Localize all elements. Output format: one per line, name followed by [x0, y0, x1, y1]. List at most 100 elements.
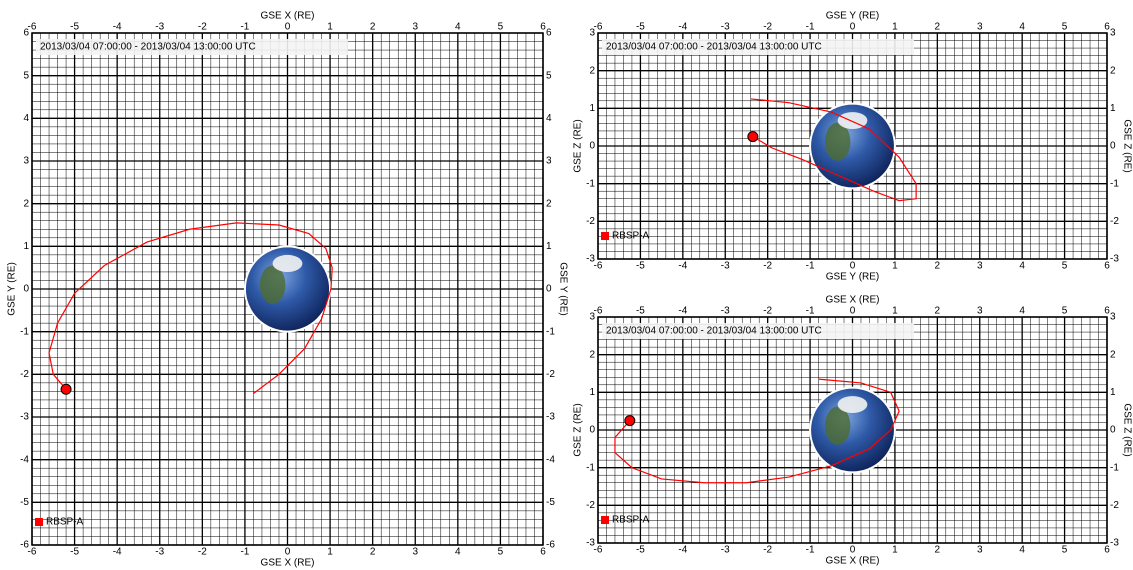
spacecraft-marker — [747, 131, 759, 143]
x-tick-label: 6 — [540, 22, 546, 33]
x-tick-label: 0 — [285, 22, 291, 33]
x-tick-label: -3 — [721, 261, 730, 272]
y-tick-label: 1 — [1110, 103, 1116, 114]
x-tick-label: 2 — [935, 22, 941, 33]
x-tick-label: 4 — [455, 22, 461, 33]
y-tick-label: 6 — [546, 28, 552, 39]
y-tick-label: 1 — [23, 241, 29, 252]
y-tick-label: -2 — [1110, 500, 1119, 511]
y-tick-label: -6 — [546, 540, 555, 551]
x-tick-label: -5 — [636, 22, 645, 33]
x-tick-label: 5 — [1062, 306, 1068, 317]
x-tick-label: 1 — [892, 261, 898, 272]
y-tick-label: 5 — [23, 70, 29, 81]
x-tick-label: 6 — [1104, 545, 1110, 556]
y-tick-label: 0 — [1110, 141, 1116, 152]
legend-swatch — [35, 518, 43, 526]
y-tick-label: -3 — [20, 412, 29, 423]
y-tick-label: -2 — [20, 369, 29, 380]
x-tick-label: -6 — [28, 547, 37, 558]
earth — [809, 386, 896, 474]
x-tick-label: -4 — [678, 261, 687, 272]
y-tick-label: 1 — [1110, 387, 1116, 398]
earth-ice — [837, 396, 868, 414]
y-tick-label: 1 — [589, 387, 595, 398]
y-tick-label: 3 — [1110, 312, 1116, 323]
plot-frame — [597, 32, 1108, 260]
x-tick-label: 5 — [1062, 261, 1068, 272]
y-tick-label: 0 — [1110, 425, 1116, 436]
x-tick-label: 5 — [1062, 22, 1068, 33]
x-tick-label: -3 — [721, 306, 730, 317]
earth — [243, 245, 332, 333]
x-tick-label: 6 — [1104, 261, 1110, 272]
plot-frame — [597, 316, 1108, 544]
x-tick-label: -2 — [763, 306, 772, 317]
x-axis-label: GSE X (RE) — [261, 558, 315, 569]
x-tick-label: 0 — [850, 22, 856, 33]
x-tick-label: 3 — [977, 545, 983, 556]
y-tick-label: -3 — [546, 412, 555, 423]
orbit-line — [750, 98, 917, 202]
y-tick-label: 0 — [546, 284, 552, 295]
legend-label: RBSP-A — [612, 515, 650, 526]
x-tick-label: 5 — [498, 547, 504, 558]
panel-title: 2013/03/04 07:00:00 - 2013/03/04 13:00:0… — [40, 42, 256, 53]
y-axis-label: GSE Y (RE) — [557, 262, 568, 316]
x-axis-label: GSE X (RE) — [826, 295, 880, 306]
legend-swatch — [601, 516, 609, 524]
x-tick-label: 1 — [327, 547, 333, 558]
y-tick-label: -2 — [1110, 216, 1119, 227]
x-tick-label: -2 — [763, 22, 772, 33]
x-tick-label: 0 — [285, 547, 291, 558]
y-tick-label: -1 — [1110, 462, 1119, 473]
x-tick-label: 0 — [850, 261, 856, 272]
y-tick-label: 2 — [1110, 65, 1116, 76]
y-tick-label: 2 — [589, 65, 595, 76]
x-tick-label: 2 — [370, 22, 376, 33]
x-axis-label: GSE X (RE) — [826, 556, 880, 567]
y-tick-label: 2 — [1110, 349, 1116, 360]
earth-ice — [272, 254, 303, 272]
x-tick-label: -2 — [198, 22, 207, 33]
x-tick-label: 1 — [327, 22, 333, 33]
x-tick-label: -4 — [678, 545, 687, 556]
x-tick-label: 2 — [935, 306, 941, 317]
y-axis-label: GSE Y (RE) — [7, 262, 18, 316]
y-tick-label: 3 — [589, 312, 595, 323]
earth-land — [824, 406, 851, 445]
y-tick-label: 6 — [23, 28, 29, 39]
y-tick-label: 0 — [23, 284, 29, 295]
y-tick-label: -1 — [586, 178, 595, 189]
x-tick-label: -3 — [155, 22, 164, 33]
x-tick-label: -4 — [678, 306, 687, 317]
spacecraft-marker — [624, 415, 636, 427]
legend-label: RBSP-A — [612, 231, 650, 242]
y-axis-label: GSE Z (RE) — [1121, 119, 1132, 172]
y-tick-label: -1 — [586, 462, 595, 473]
x-tick-label: 3 — [412, 22, 418, 33]
x-tick-label: 6 — [540, 547, 546, 558]
x-tick-label: -4 — [113, 547, 122, 558]
y-tick-label: 1 — [546, 241, 552, 252]
title-box — [602, 323, 914, 339]
x-tick-label: -2 — [198, 547, 207, 558]
x-tick-label: 4 — [1019, 22, 1025, 33]
x-tick-label: 1 — [892, 306, 898, 317]
panel: -6-6-5-5-4-4-3-3-2-2-1-100112233445566-3… — [573, 11, 1133, 283]
x-tick-label: 1 — [892, 545, 898, 556]
y-tick-label: 3 — [23, 156, 29, 167]
x-tick-label: -3 — [721, 22, 730, 33]
y-tick-label: -3 — [586, 538, 595, 549]
orbit-line — [48, 222, 333, 395]
x-tick-label: 0 — [850, 306, 856, 317]
x-tick-label: -6 — [28, 22, 37, 33]
y-tick-label: 4 — [23, 113, 29, 124]
x-tick-label: -1 — [806, 545, 815, 556]
panel-title: 2013/03/04 07:00:00 - 2013/03/04 13:00:0… — [606, 42, 822, 53]
y-tick-label: -1 — [1110, 178, 1119, 189]
y-tick-label: -4 — [546, 454, 555, 465]
x-tick-label: 4 — [1019, 261, 1025, 272]
x-axis-label: GSE Y (RE) — [826, 11, 880, 22]
